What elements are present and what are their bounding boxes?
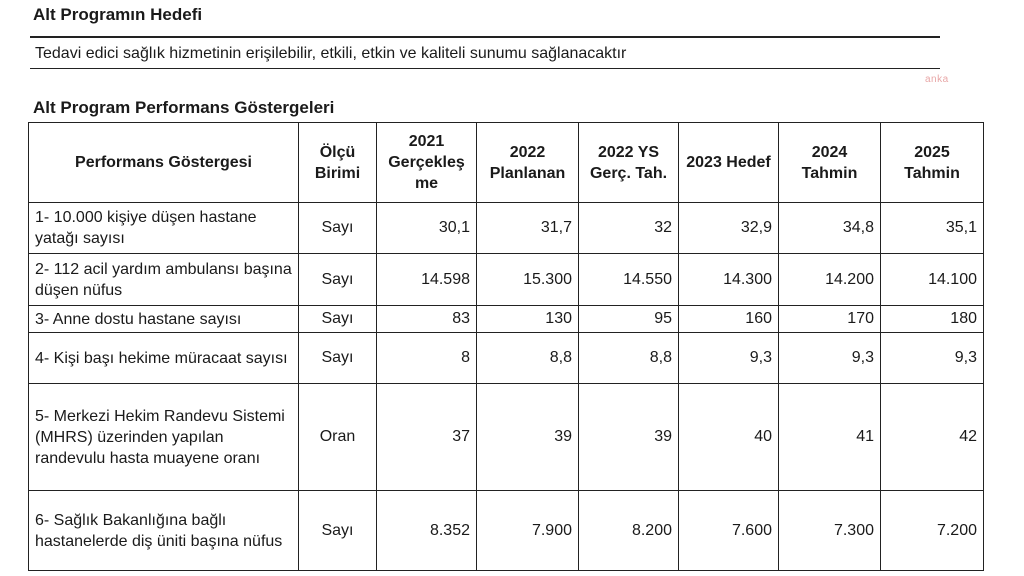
- table-row: 3- Anne dostu hastane sayısı Sayı 83 130…: [28, 305, 984, 333]
- unit-cell: Oran: [298, 383, 377, 491]
- value-cell: 40: [678, 383, 779, 491]
- header-2021-actual: 2021 Gerçekleş me: [376, 122, 477, 203]
- value-cell: 180: [880, 305, 984, 333]
- header-2025-forecast: 2025 Tahmin: [880, 122, 984, 203]
- value-cell: 14.550: [578, 253, 679, 306]
- table-row: 1- 10.000 kişiye düşen hastane yatağı sa…: [28, 202, 984, 254]
- value-cell: 32: [578, 202, 679, 254]
- header-rule-top: [30, 36, 940, 38]
- indicator-cell: 4- Kişi başı hekime müracaat sayısı: [28, 332, 299, 384]
- table-header-row: Performans Göstergesi Ölçü Birimi 2021 G…: [28, 122, 984, 203]
- value-cell: 9,3: [678, 332, 779, 384]
- value-cell: 37: [376, 383, 477, 491]
- unit-cell: Sayı: [298, 332, 377, 384]
- value-cell: 9,3: [880, 332, 984, 384]
- watermark-logo: anka: [925, 74, 949, 85]
- value-cell: 8.352: [376, 490, 477, 571]
- indicator-cell: 6- Sağlık Bakanlığına bağlı hastanelerde…: [28, 490, 299, 571]
- indicator-cell: 1- 10.000 kişiye düşen hastane yatağı sa…: [28, 202, 299, 254]
- value-cell: 14.300: [678, 253, 779, 306]
- value-cell: 14.598: [376, 253, 477, 306]
- header-2022-ys-estimate: 2022 YS Gerç. Tah.: [578, 122, 679, 203]
- value-cell: 7.200: [880, 490, 984, 571]
- indicator-cell: 5- Merkezi Hekim Randevu Sistemi (MHRS) …: [28, 383, 299, 491]
- value-cell: 170: [778, 305, 881, 333]
- value-cell: 35,1: [880, 202, 984, 254]
- value-cell: 8.200: [578, 490, 679, 571]
- header-2024-forecast: 2024 Tahmin: [778, 122, 881, 203]
- value-cell: 83: [376, 305, 477, 333]
- value-cell: 34,8: [778, 202, 881, 254]
- performance-table: Performans Göstergesi Ölçü Birimi 2021 G…: [28, 122, 984, 571]
- value-cell: 8,8: [578, 332, 679, 384]
- header-unit: Ölçü Birimi: [298, 122, 377, 203]
- indicator-cell: 3- Anne dostu hastane sayısı: [28, 305, 299, 333]
- value-cell: 7.300: [778, 490, 881, 571]
- unit-cell: Sayı: [298, 202, 377, 254]
- value-cell: 41: [778, 383, 881, 491]
- value-cell: 160: [678, 305, 779, 333]
- value-cell: 14.200: [778, 253, 881, 306]
- value-cell: 7.900: [476, 490, 579, 571]
- unit-cell: Sayı: [298, 490, 377, 571]
- header-indicator: Performans Göstergesi: [28, 122, 299, 203]
- table-title: Alt Program Performans Göstergeleri: [33, 98, 335, 117]
- table-row: 2- 112 acil yardım ambulansı başına düşe…: [28, 253, 984, 306]
- value-cell: 31,7: [476, 202, 579, 254]
- table-row: 6- Sağlık Bakanlığına bağlı hastanelerde…: [28, 490, 984, 571]
- value-cell: 30,1: [376, 202, 477, 254]
- table-row: 4- Kişi başı hekime müracaat sayısı Sayı…: [28, 332, 984, 384]
- indicator-cell: 2- 112 acil yardım ambulansı başına düşe…: [28, 253, 299, 306]
- value-cell: 95: [578, 305, 679, 333]
- value-cell: 39: [578, 383, 679, 491]
- table-row: 5- Merkezi Hekim Randevu Sistemi (MHRS) …: [28, 383, 984, 491]
- section-title: Alt Programın Hedefi: [33, 5, 203, 24]
- unit-cell: Sayı: [298, 305, 377, 333]
- value-cell: 32,9: [678, 202, 779, 254]
- header-rule-bottom: [30, 68, 940, 69]
- header-2023-target: 2023 Hedef: [678, 122, 779, 203]
- value-cell: 42: [880, 383, 984, 491]
- value-cell: 8: [376, 332, 477, 384]
- value-cell: 15.300: [476, 253, 579, 306]
- value-cell: 14.100: [880, 253, 984, 306]
- header-2022-planned: 2022 Planlanan: [476, 122, 579, 203]
- unit-cell: Sayı: [298, 253, 377, 306]
- value-cell: 7.600: [678, 490, 779, 571]
- value-cell: 39: [476, 383, 579, 491]
- value-cell: 9,3: [778, 332, 881, 384]
- value-cell: 130: [476, 305, 579, 333]
- value-cell: 8,8: [476, 332, 579, 384]
- goal-text: Tedavi edici sağlık hizmetinin erişilebi…: [35, 45, 627, 62]
